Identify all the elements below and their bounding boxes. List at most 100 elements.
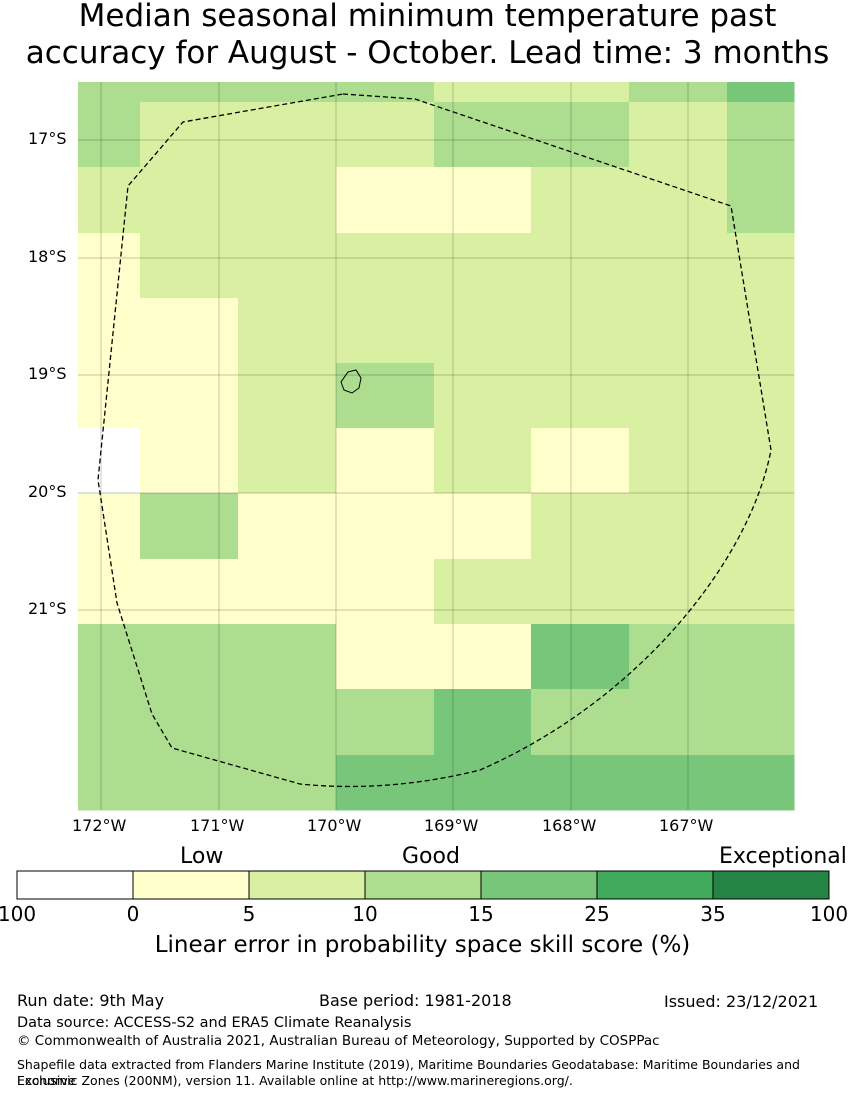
- skill-cell: [434, 167, 532, 234]
- skill-cell: [434, 233, 532, 299]
- skill-cell: [78, 493, 141, 560]
- skill-cell: [629, 559, 728, 625]
- skill-cell: [336, 493, 435, 560]
- skill-cell: [434, 559, 532, 625]
- skill-cell: [629, 624, 728, 690]
- run-date: Run date: 9th May: [17, 991, 165, 1010]
- skill-cell: [629, 233, 728, 299]
- skill-cell: [434, 624, 532, 690]
- skill-cell: [238, 689, 337, 756]
- skill-cell: [336, 167, 435, 234]
- skill-cell: [531, 624, 630, 690]
- skill-cell: [140, 102, 239, 168]
- colorbar-tick-25: 25: [584, 902, 610, 926]
- skill-cell: [238, 167, 337, 234]
- skill-cell: [531, 167, 630, 234]
- lat-label-21s: 21°S: [28, 599, 67, 618]
- skill-cell: [140, 428, 239, 494]
- colorbar-tick-100: 100: [809, 902, 849, 926]
- colorbar-segment-10-15: [365, 871, 481, 899]
- colorbar: [16, 870, 830, 900]
- lon-label-169w: 169°W: [424, 816, 479, 835]
- lat-label-20s: 20°S: [28, 482, 67, 501]
- skill-cell: [238, 102, 337, 168]
- colorbar-tick-5: 5: [242, 902, 256, 926]
- skill-cell: [238, 428, 337, 494]
- skill-cell: [531, 559, 630, 625]
- skill-cell: [238, 493, 337, 560]
- skill-cell: [531, 102, 630, 168]
- skill-score-grid: [78, 82, 795, 811]
- skill-cell: [336, 624, 435, 690]
- skill-cell: [434, 298, 532, 364]
- skill-cell: [336, 428, 435, 494]
- map-title-line-1: Median seasonal minimum temperature past: [78, 0, 777, 34]
- lat-label-17s: 17°S: [28, 129, 67, 148]
- island-outline: [340, 369, 362, 394]
- skill-cell: [629, 82, 728, 103]
- skill-cell: [727, 233, 795, 299]
- skill-cell: [727, 82, 795, 103]
- skill-cell: [140, 689, 239, 756]
- lat-label-19s: 19°S: [28, 364, 67, 383]
- issued-date: Issued: 23/12/2021: [664, 992, 819, 1011]
- base-period: Base period: 1981-2018: [319, 991, 512, 1010]
- skill-cell: [238, 298, 337, 364]
- lon-label-170w: 170°W: [307, 816, 362, 835]
- colorbar-tick-10: 10: [352, 902, 378, 926]
- skill-cell: [336, 233, 435, 299]
- skill-cell: [531, 233, 630, 299]
- colorbar-segment-0-5: [133, 871, 249, 899]
- colorbar-segment-5-10: [249, 871, 365, 899]
- eez-boundary: [97, 93, 772, 788]
- skill-cell: [336, 559, 435, 625]
- skill-cell: [531, 298, 630, 364]
- skill-cell: [140, 298, 239, 364]
- skill-cell: [140, 363, 239, 429]
- skill-cell: [140, 559, 239, 625]
- skill-cell: [434, 363, 532, 429]
- colorbar-label-exceptional: Exceptional: [719, 844, 847, 869]
- data-source: Data source: ACCESS-S2 and ERA5 Climate …: [17, 1015, 412, 1031]
- map-title-line-2: accuracy for August - October. Lead time…: [25, 35, 830, 71]
- skill-cell: [238, 233, 337, 299]
- skill-cell: [434, 689, 532, 756]
- skill-cell: [78, 298, 141, 364]
- skill-cell: [336, 298, 435, 364]
- skill-cell: [140, 624, 239, 690]
- skill-cell: [78, 559, 141, 625]
- skill-cell: [78, 233, 141, 299]
- skill-cell: [336, 102, 435, 168]
- skill-cell: [629, 428, 728, 494]
- skill-cell: [336, 363, 435, 429]
- skill-cell: [727, 755, 795, 811]
- skill-cell: [727, 298, 795, 364]
- skill-cell: [238, 363, 337, 429]
- skill-cell: [629, 493, 728, 560]
- skill-cell: [629, 167, 728, 234]
- skill-cell: [140, 233, 239, 299]
- skill-cell: [78, 167, 141, 234]
- shapefile-credit-line-1: Shapefile data extracted from Flanders M…: [17, 1057, 800, 1088]
- skill-cell: [531, 428, 630, 494]
- lon-label-168w: 168°W: [542, 816, 597, 835]
- skill-cell: [531, 82, 630, 103]
- colorbar-border: [16, 870, 830, 900]
- skill-cell: [140, 493, 239, 560]
- skill-cell: [434, 755, 532, 811]
- skill-cell: [531, 755, 630, 811]
- skill-cell: [336, 689, 435, 756]
- colorbar-tick-neg100: 100: [0, 902, 37, 926]
- colorbar-label-low: Low: [180, 844, 224, 869]
- colorbar-tick-15: 15: [468, 902, 494, 926]
- skill-cell: [78, 428, 141, 494]
- skill-cell: [629, 755, 728, 811]
- skill-cell: [238, 82, 337, 103]
- skill-cell: [238, 624, 337, 690]
- skill-cell: [629, 363, 728, 429]
- skill-cell: [78, 755, 141, 811]
- skill-cell: [531, 689, 630, 756]
- skill-cell: [140, 82, 239, 103]
- skill-cell: [78, 102, 141, 168]
